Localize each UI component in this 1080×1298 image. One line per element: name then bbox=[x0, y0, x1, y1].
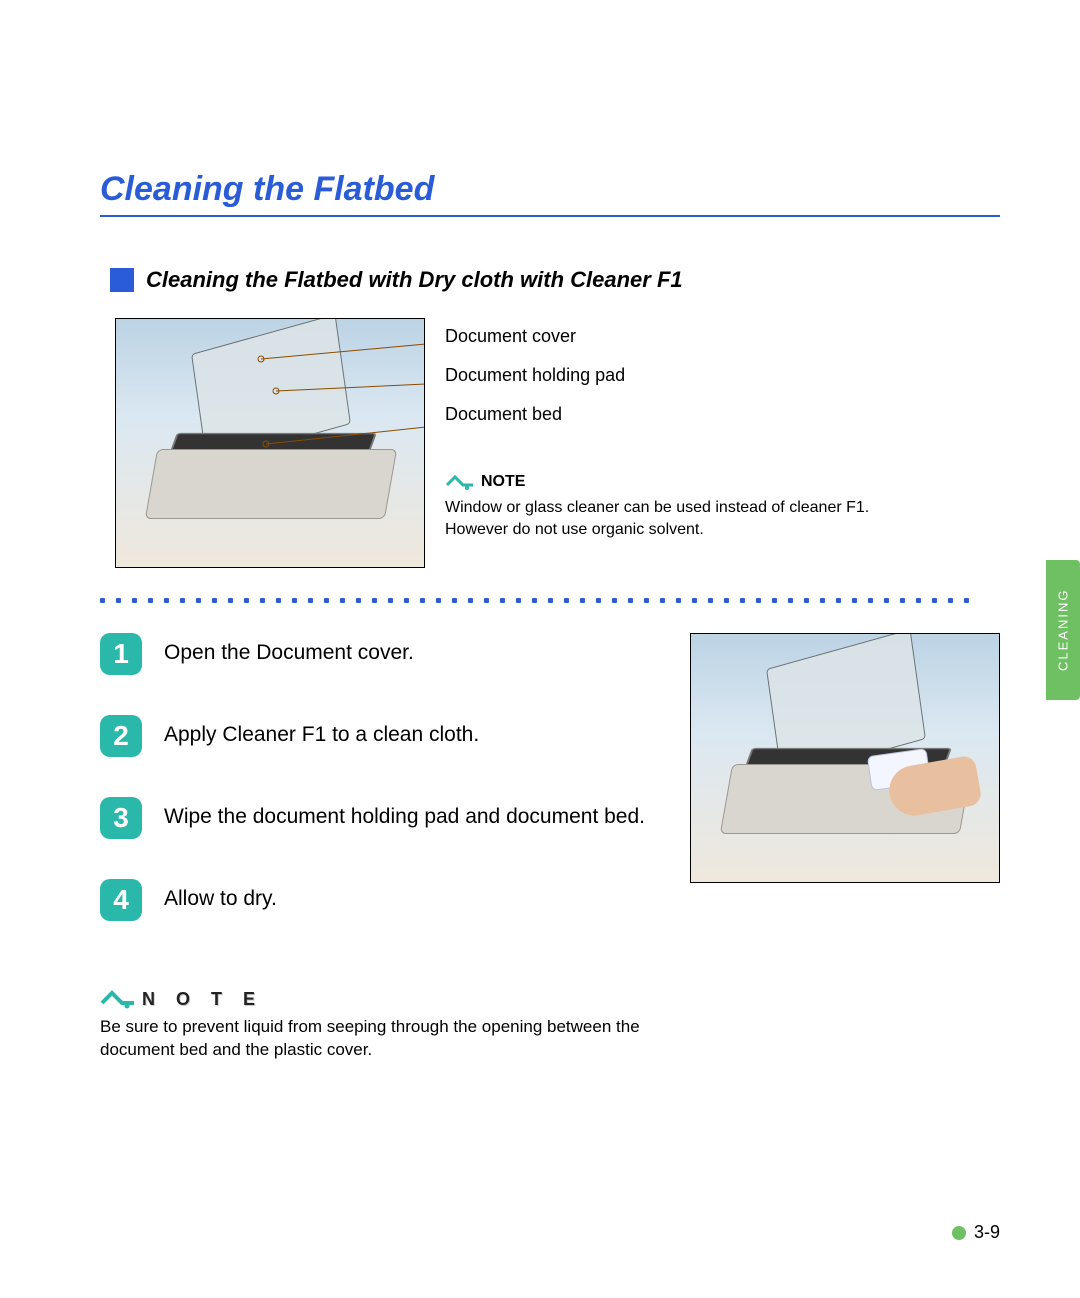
note-icon bbox=[100, 986, 136, 1010]
page-title: Cleaning the Flatbed bbox=[100, 170, 1000, 209]
callout-lines-icon bbox=[116, 319, 425, 568]
note-block-2: N O T E Be sure to prevent liquid from s… bbox=[100, 986, 1000, 1062]
label-document-holding-pad: Document holding pad bbox=[445, 365, 869, 386]
step-text: Allow to dry. bbox=[164, 879, 277, 913]
steps-list: 1 Open the Document cover. 2 Apply Clean… bbox=[100, 633, 660, 921]
step-text: Wipe the document holding pad and docume… bbox=[164, 797, 645, 831]
dotted-separator bbox=[100, 598, 1000, 603]
note-header: NOTE bbox=[445, 471, 869, 491]
note-label: N O T E bbox=[142, 989, 263, 1010]
diagram-labels: Document cover Document holding pad Docu… bbox=[445, 318, 869, 568]
page-number-text: 3-9 bbox=[974, 1222, 1000, 1243]
step-number-badge: 3 bbox=[100, 797, 142, 839]
step-2: 2 Apply Cleaner F1 to a clean cloth. bbox=[100, 715, 660, 757]
note-text-line1: Window or glass cleaner can be used inst… bbox=[445, 497, 869, 519]
subheading-text: Cleaning the Flatbed with Dry cloth with… bbox=[146, 267, 683, 293]
manual-page: Cleaning the Flatbed Cleaning the Flatbe… bbox=[0, 0, 1080, 1298]
page-number: 3-9 bbox=[952, 1222, 1000, 1243]
step-number-badge: 1 bbox=[100, 633, 142, 675]
step-3: 3 Wipe the document holding pad and docu… bbox=[100, 797, 660, 839]
label-document-cover: Document cover bbox=[445, 326, 869, 347]
step-number-badge: 2 bbox=[100, 715, 142, 757]
title-rule bbox=[100, 215, 1000, 217]
note-icon bbox=[445, 471, 475, 491]
step-1: 1 Open the Document cover. bbox=[100, 633, 660, 675]
scanner-diagram bbox=[115, 318, 425, 568]
note-block-1: NOTE Window or glass cleaner can be used… bbox=[445, 471, 869, 540]
step-number-badge: 4 bbox=[100, 879, 142, 921]
page-number-bullet-icon bbox=[952, 1226, 966, 1240]
diagram-row: Document cover Document holding pad Docu… bbox=[115, 318, 1000, 568]
step-illustration bbox=[690, 633, 1000, 883]
steps-area: 1 Open the Document cover. 2 Apply Clean… bbox=[100, 633, 1000, 921]
step-text: Open the Document cover. bbox=[164, 633, 414, 667]
step-text: Apply Cleaner F1 to a clean cloth. bbox=[164, 715, 479, 749]
step-4: 4 Allow to dry. bbox=[100, 879, 660, 921]
label-document-bed: Document bed bbox=[445, 404, 869, 425]
note-text: Be sure to prevent liquid from seeping t… bbox=[100, 1016, 660, 1062]
subheading-row: Cleaning the Flatbed with Dry cloth with… bbox=[110, 267, 1000, 293]
note-text-line2: However do not use organic solvent. bbox=[445, 519, 869, 541]
section-tab: CLEANING bbox=[1046, 560, 1080, 700]
note-header: N O T E bbox=[100, 986, 1000, 1010]
note-label: NOTE bbox=[481, 473, 525, 491]
subheading-bullet-icon bbox=[110, 268, 134, 292]
